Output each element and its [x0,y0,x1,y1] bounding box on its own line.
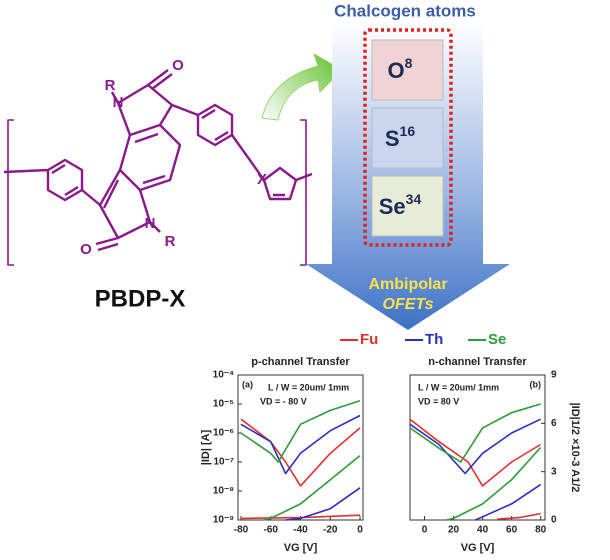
chart-title: n-channel Transfer [428,356,527,368]
element-tile [371,175,444,237]
element-number: 16 [400,123,416,139]
series-line [409,418,542,487]
element-label: S16 [385,123,415,151]
chemical-structure [3,69,313,266]
series-line [409,403,541,463]
element-tile [371,39,444,101]
y-tick-label: 10⁻⁴ [213,370,234,381]
atom-label: X [257,171,267,188]
y2-tick-label: 6 [551,418,557,429]
atom-label: O [80,241,92,258]
atom-label: R [105,77,116,94]
legend-label: Se [488,331,506,348]
element-number: 34 [406,191,422,207]
x-tick-label: -80 [234,525,249,536]
element-symbol: O [388,58,405,83]
x-tick-label: 0 [422,525,428,536]
element-symbol: S [385,126,400,151]
atom-label: N [113,94,124,111]
series-line [446,446,542,521]
element-number: 8 [405,55,413,71]
arrow-text: Ambipolar [368,276,447,293]
y-tick-label: 10⁻⁵ [213,399,234,410]
y-tick-label: 10⁻⁸ [213,486,234,497]
annotation: (b) [530,379,542,389]
y2-axis-label: |ID|1/2 ×10-3 A1/2 [569,403,581,493]
y-tick-label: 10⁻⁹ [213,515,234,526]
element-box [363,28,453,247]
series-line [474,483,542,521]
series-line [240,399,361,463]
series-line [263,454,361,521]
polymer-name: PBDP-X [95,285,186,312]
chart-title: p-channel Transfer [251,356,350,368]
x-tick-label: 80 [535,525,547,536]
annotation: L / W = 20um/ 1mm [268,382,349,392]
plot-frame [237,374,364,521]
element-symbol: Se [379,194,406,219]
element-label: O8 [388,55,413,83]
x-tick-label: -40 [293,525,308,536]
arrow-text: OFETs [383,296,434,313]
series-line [285,487,361,521]
legend-label: Th [425,331,443,348]
annotation: (a) [242,379,253,389]
legend-label: Fu [360,331,378,348]
x-tick-label: -20 [323,525,338,536]
element-tile [371,107,444,169]
annotation: VD = 80 V [418,396,459,406]
annotation: VD = - 80 V [260,396,307,406]
y-tick-label: 10⁻⁷ [213,457,234,468]
y2-tick-label: 9 [551,370,557,381]
series-line [409,418,541,475]
atom-label: R [165,233,176,250]
y2-tick-label: 0 [551,515,557,526]
series-line [240,414,361,475]
annotation: L / W = 20um/ 1mm [418,382,499,392]
y-tick-label: 10⁻⁶ [213,428,234,439]
x-tick-label: -60 [264,525,279,536]
atom-label: N [145,215,156,232]
green-arrow [261,53,343,121]
atom-label: O [172,57,184,74]
x-axis-label: VG [V] [284,542,318,554]
element-label: Se34 [379,191,422,219]
x-tick-label: 0 [357,525,363,536]
title: Chalcogen atoms [334,1,476,20]
x-tick-label: 40 [477,525,489,536]
x-tick-label: 60 [506,525,518,536]
x-tick-label: 20 [448,525,460,536]
y-axis-label: |ID| [A] [200,429,212,465]
y2-tick-label: 3 [551,466,557,477]
series-line [497,512,541,520]
x-axis-label: VG [V] [461,542,495,554]
